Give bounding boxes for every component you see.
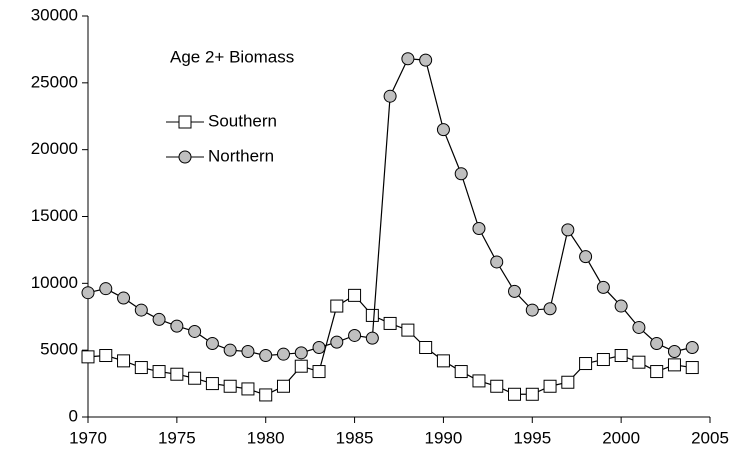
marker	[436, 123, 450, 137]
y-tick-label: 25000	[31, 72, 78, 91]
y-tick-label: 0	[69, 406, 78, 425]
marker	[632, 320, 646, 334]
marker	[490, 255, 504, 269]
marker	[152, 365, 166, 379]
marker	[259, 349, 273, 363]
marker	[419, 53, 433, 67]
x-tick-label: 1990	[425, 428, 463, 447]
marker	[188, 324, 202, 338]
y-tick-label: 10000	[31, 273, 78, 292]
marker	[401, 52, 415, 66]
marker	[188, 371, 202, 385]
marker	[650, 336, 664, 350]
marker	[472, 222, 486, 236]
marker	[312, 340, 326, 354]
x-tick-label: 1970	[69, 428, 107, 447]
marker	[99, 349, 113, 363]
legend-marker	[178, 115, 192, 129]
marker	[117, 291, 131, 305]
marker	[134, 303, 148, 317]
marker	[294, 346, 308, 360]
marker	[685, 340, 699, 354]
x-tick-label: 2005	[691, 428, 729, 447]
marker	[276, 379, 290, 393]
legend-marker	[178, 150, 192, 164]
marker	[543, 379, 557, 393]
marker	[330, 335, 344, 349]
marker	[348, 328, 362, 342]
marker	[170, 319, 184, 333]
y-tick-label: 20000	[31, 139, 78, 158]
marker	[348, 288, 362, 302]
marker	[561, 223, 575, 237]
marker	[294, 359, 308, 373]
legend-label: Southern	[208, 111, 277, 130]
x-tick-label: 1995	[513, 428, 551, 447]
marker	[241, 345, 255, 359]
marker	[596, 280, 610, 294]
marker	[383, 316, 397, 330]
marker	[472, 374, 486, 388]
marker	[259, 388, 273, 402]
x-tick-label: 1975	[158, 428, 196, 447]
marker	[525, 387, 539, 401]
marker	[632, 355, 646, 369]
marker	[117, 354, 131, 368]
annotation: Age 2+ Biomass	[170, 47, 294, 66]
marker	[223, 379, 237, 393]
marker	[170, 367, 184, 381]
marker	[223, 343, 237, 357]
marker	[596, 353, 610, 367]
marker	[667, 345, 681, 359]
marker	[667, 358, 681, 372]
marker	[205, 377, 219, 391]
marker	[312, 365, 326, 379]
marker	[508, 284, 522, 298]
marker	[401, 323, 415, 337]
marker	[508, 387, 522, 401]
marker	[134, 361, 148, 375]
marker	[685, 361, 699, 375]
marker	[330, 299, 344, 313]
marker	[152, 312, 166, 326]
marker	[650, 365, 664, 379]
x-tick-label: 1980	[247, 428, 285, 447]
legend-label: Northern	[208, 146, 274, 165]
marker	[99, 282, 113, 296]
series-line	[87, 58, 693, 357]
marker	[205, 336, 219, 350]
marker	[543, 302, 557, 316]
marker	[614, 299, 628, 313]
marker	[525, 303, 539, 317]
marker	[561, 375, 575, 389]
marker	[81, 350, 95, 364]
marker	[614, 349, 628, 363]
marker	[454, 167, 468, 181]
x-tick-label: 2000	[602, 428, 640, 447]
y-tick-label: 15000	[31, 206, 78, 225]
marker	[81, 286, 95, 300]
marker	[454, 365, 468, 379]
x-tick-label: 1985	[336, 428, 374, 447]
marker	[365, 308, 379, 322]
marker	[419, 340, 433, 354]
marker	[276, 347, 290, 361]
marker	[383, 89, 397, 103]
marker	[579, 250, 593, 264]
y-tick-label: 30000	[31, 5, 78, 24]
marker	[579, 357, 593, 371]
marker	[365, 331, 379, 345]
marker	[241, 382, 255, 396]
marker	[436, 354, 450, 368]
y-tick-label: 5000	[40, 340, 78, 359]
marker	[490, 379, 504, 393]
